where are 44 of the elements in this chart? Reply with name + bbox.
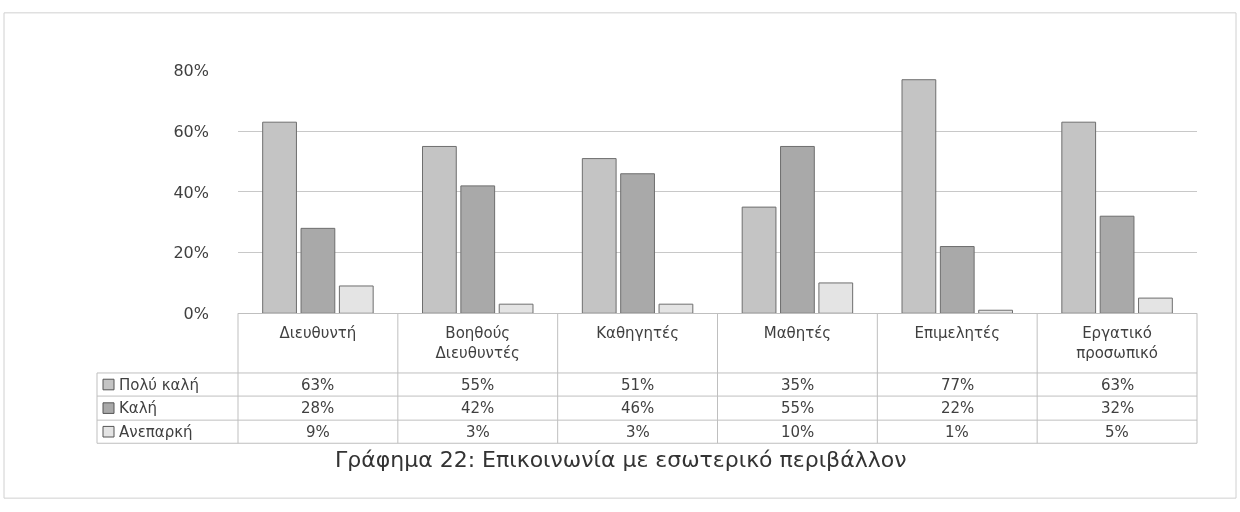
bar — [338, 285, 374, 314]
data-label: 55% — [781, 399, 815, 417]
bar — [498, 303, 534, 314]
data-label: 5% — [1105, 423, 1129, 441]
x-tick-label: Καθηγητές — [596, 324, 679, 343]
y-tick-label: 40% — [173, 182, 209, 202]
bar — [780, 145, 815, 314]
data-label: 28% — [301, 399, 335, 417]
text: Γράφημα 22: Επικοινωνία με εσωτερικό περιβάλλον — [335, 447, 907, 472]
x-tick-label: Μαθητές — [763, 324, 832, 343]
bar — [460, 185, 496, 314]
data-label: 22% — [941, 399, 975, 417]
data-label: 77% — [941, 376, 975, 394]
bar — [620, 173, 655, 314]
data-label: 10% — [781, 423, 815, 441]
y-tick-label: 60% — [173, 121, 209, 141]
bar — [658, 303, 694, 314]
data-label: 55% — [461, 376, 495, 394]
bar — [939, 246, 975, 314]
data-label: 63% — [1101, 376, 1135, 394]
data-label: 3% — [626, 423, 650, 441]
data-label: 63% — [301, 376, 335, 394]
data-label: 42% — [461, 399, 495, 417]
x-tick-label: Επιμελητές — [914, 324, 1001, 343]
x-tick-label: Εργατικό προσωπικό — [1076, 324, 1159, 362]
x-tick-label: Διευθυντή — [279, 324, 357, 343]
y-tick-label: 20% — [173, 243, 209, 263]
data-label: 46% — [621, 399, 655, 417]
bar — [818, 282, 854, 314]
data-label: 9% — [306, 423, 330, 441]
x-tick-label: Βοηθούς Διευθυντές — [435, 324, 520, 362]
bar — [1138, 297, 1173, 314]
legend-label: Πολύ καλή — [119, 376, 199, 394]
y-tick-label: 0% — [183, 303, 209, 323]
legend-label: Καλή — [119, 399, 158, 417]
data-label: 3% — [466, 423, 490, 441]
data-label: 1% — [945, 423, 969, 441]
data-label: 32% — [1101, 399, 1135, 417]
y-tick-label: 80% — [173, 61, 209, 81]
bar — [1099, 215, 1135, 314]
data-label: 51% — [621, 376, 655, 394]
legend-label: Ανεπαρκή — [119, 423, 193, 441]
bar — [300, 227, 336, 314]
data-label: 35% — [781, 376, 815, 394]
